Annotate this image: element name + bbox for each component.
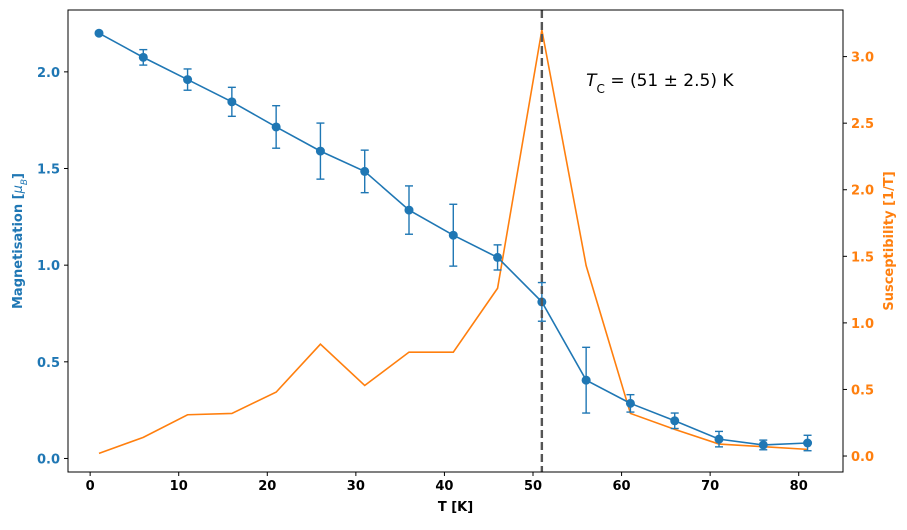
x-tick-label: 20 — [258, 479, 276, 494]
y-right-tick-label: 1.5 — [851, 250, 874, 265]
tc-annotation-text: = (51 ± 2.5) K — [605, 71, 734, 91]
x-tick-label: 10 — [170, 479, 188, 494]
y-right-tick-label: 2.5 — [851, 117, 874, 132]
x-tick-label: 30 — [347, 479, 365, 494]
y-left-tick-label: 0.5 — [37, 356, 60, 371]
tc-annotation-symbol: T — [586, 71, 598, 91]
tc-annotation-subscript: C — [597, 82, 605, 96]
magnetisation-point — [94, 28, 104, 38]
magnetisation-point — [360, 166, 370, 176]
y-left-tick-label: 2.0 — [37, 66, 60, 81]
y-right-tick-label: 0.5 — [851, 383, 874, 398]
y-right-tick-label: 3.0 — [851, 51, 874, 66]
x-axis: 0 10 20 30 40 50 60 70 80 — [86, 472, 808, 494]
x-axis-label: T [K] — [438, 500, 473, 515]
magnetisation-point — [670, 416, 680, 426]
tc-annotation: TC = (51 ± 2.5) K — [586, 71, 734, 96]
y-left-tick-label: 1.5 — [37, 163, 60, 178]
magnetisation-point — [138, 52, 148, 62]
plot-frame — [67, 9, 844, 473]
x-tick-label: 0 — [86, 479, 95, 494]
susceptibility-line — [98, 29, 808, 455]
magnetisation-point — [183, 75, 193, 85]
magnetisation-point — [625, 398, 635, 408]
y-right-tick-label: 2.0 — [851, 184, 874, 199]
magnetisation-point — [714, 434, 724, 444]
y-axis-left-label-unit-sub: B — [20, 179, 30, 185]
y-left-tick-label: 1.0 — [37, 259, 60, 274]
x-tick-label: 50 — [524, 479, 542, 494]
magnetisation-point — [581, 375, 591, 385]
magnetisation-point — [448, 230, 458, 240]
y-axis-right-label: Susceptibility [1/T] — [882, 171, 897, 310]
magnetisation-point — [758, 440, 768, 450]
y-axis-left: 0.0 0.5 1.0 1.5 2.0 — [37, 66, 68, 467]
y-axis-left-label: Magnetisation [μB] — [11, 173, 30, 309]
y-right-tick-label: 0.0 — [851, 450, 874, 465]
y-axis-right: 0.0 0.5 1.0 1.5 2.0 2.5 3.0 — [843, 51, 874, 465]
magnetisation-point — [227, 97, 237, 107]
x-tick-label: 70 — [701, 479, 719, 494]
plot-area — [94, 10, 813, 472]
magnetisation-point — [315, 146, 325, 156]
y-left-tick-label: 0.0 — [37, 452, 60, 467]
y-right-tick-label: 1.0 — [851, 317, 874, 332]
y-axis-left-label-text: Magnetisation [ — [11, 193, 26, 309]
y-axis-left-label-unit: μ — [11, 185, 26, 194]
x-tick-label: 80 — [790, 479, 808, 494]
x-tick-label: 40 — [435, 479, 453, 494]
magnetisation-point — [493, 252, 503, 262]
magnetisation-point — [404, 205, 414, 215]
x-tick-label: 60 — [613, 479, 631, 494]
magnetisation-point — [803, 438, 813, 448]
magnetisation-point — [271, 122, 281, 132]
y-axis-left-label-close: ] — [11, 173, 26, 179]
